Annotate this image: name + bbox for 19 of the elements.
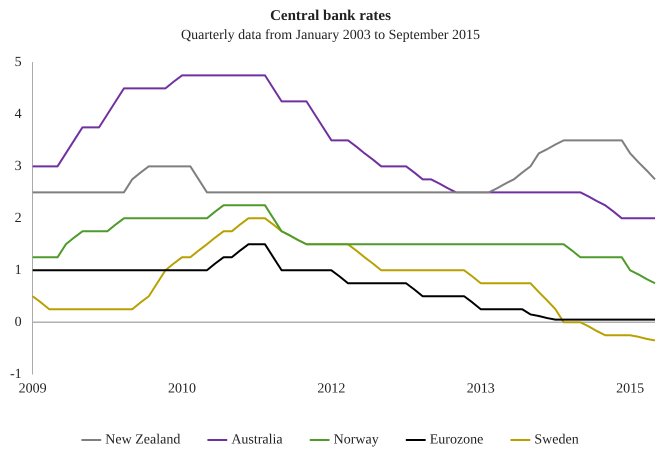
chart-title: Central bank rates (269, 8, 392, 25)
x-tick-label: 2010 (168, 381, 196, 396)
y-tick-label: 1 (14, 262, 22, 278)
y-tick-label: 4 (14, 107, 22, 122)
y-tick-label: -1 (10, 366, 22, 382)
legend-label: Eurozone (430, 432, 484, 448)
y-tick-label: 0 (14, 314, 22, 330)
x-tick-label: 2015 (616, 381, 644, 396)
x-tick-label: 2013 (466, 381, 495, 396)
chart-subtitle: Quarterly data from January 2003 to September 2015 (180, 28, 481, 44)
y-tick-label: 3 (14, 159, 22, 174)
legend-label: New Zealand (105, 432, 180, 448)
legend-label: Sweden (534, 432, 579, 448)
legend-label: Australia (231, 432, 284, 448)
x-tick-label: 2009 (18, 381, 47, 396)
y-tick-label: 2 (14, 210, 22, 226)
y-tick-label: 5 (14, 55, 22, 70)
x-tick-label: 2012 (317, 381, 346, 396)
legend-label: Norway (334, 432, 379, 448)
